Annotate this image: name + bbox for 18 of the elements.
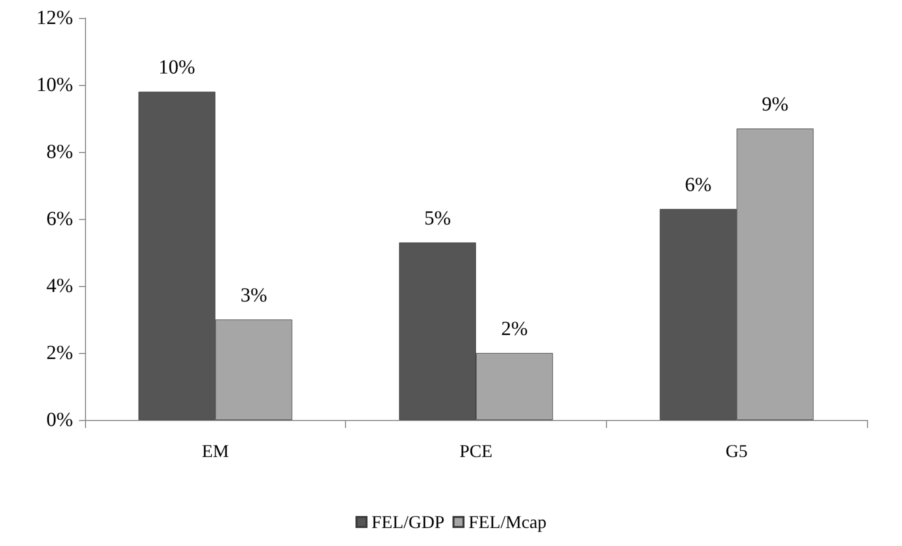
y-tick-label: 6% [46, 208, 73, 230]
y-tick-label: 0% [46, 409, 73, 431]
data-label: 5% [424, 207, 451, 230]
data-label: 2% [501, 318, 528, 340]
legend-label: FEL/Mcap [468, 512, 547, 532]
x-tick-label: EM [202, 441, 229, 461]
y-tick-label: 4% [46, 275, 73, 297]
data-label: 6% [684, 174, 712, 196]
x-tick-label: PCE [459, 441, 493, 461]
y-tick-label: 12% [36, 7, 73, 29]
data-label: 10% [158, 56, 196, 79]
legend-label: FEL/GDP [372, 512, 445, 532]
y-tick-label: 2% [46, 342, 73, 364]
y-tick-label: 8% [46, 141, 73, 163]
x-tick-label: G5 [726, 441, 748, 461]
y-tick-label: 10% [36, 74, 73, 96]
data-label: 9% [762, 94, 788, 116]
data-label: 3% [240, 284, 268, 306]
